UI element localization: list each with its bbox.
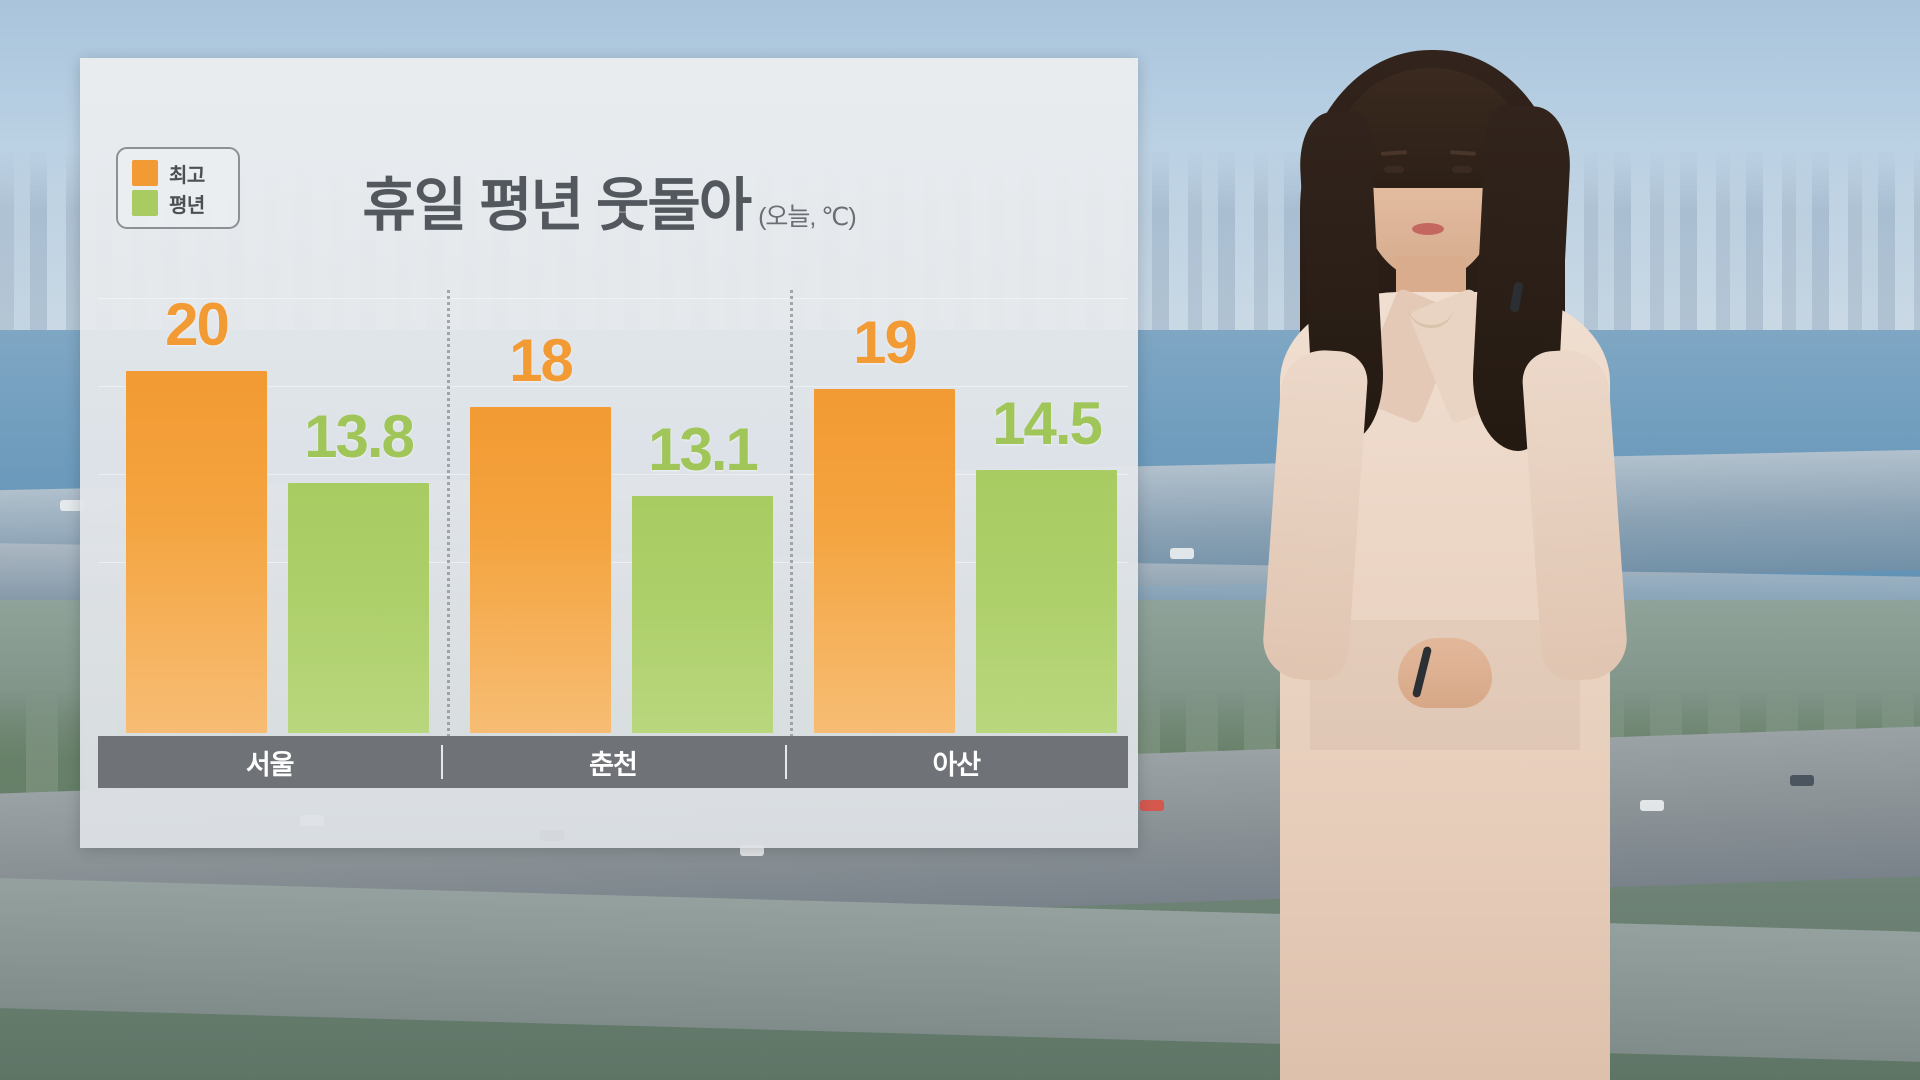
chart-subtitle: (오늘, ℃) bbox=[758, 203, 857, 231]
gridline bbox=[98, 562, 1128, 563]
bar-max-asan bbox=[814, 389, 955, 733]
chart-legend: 최고 평년 bbox=[116, 147, 240, 229]
legend-label-max: 최고 bbox=[169, 164, 205, 187]
bar-value-max-chuncheon: 18 bbox=[509, 327, 574, 394]
bar-max-seoul bbox=[126, 371, 267, 733]
chart-plot-area: 20 13.8 18 13.1 19 14.5 bbox=[98, 238, 1128, 785]
news-anchor bbox=[1160, 20, 1720, 1080]
vehicle bbox=[1140, 800, 1164, 811]
anchor-hands bbox=[1398, 638, 1492, 708]
bar-normal-chuncheon bbox=[632, 496, 773, 733]
bar-max-chuncheon bbox=[470, 407, 611, 733]
legend-swatch-max bbox=[132, 160, 158, 186]
anchor-eye bbox=[1384, 166, 1404, 173]
group-separator bbox=[790, 290, 793, 785]
legend-label-normal: 평년 bbox=[169, 194, 205, 217]
anchor-eye bbox=[1452, 166, 1472, 173]
bar-value-normal-asan: 14.5 bbox=[992, 390, 1103, 457]
axis-label-asan: 아산 bbox=[784, 736, 1128, 788]
legend-swatch-normal bbox=[132, 190, 158, 216]
legend-item-max: 최고 bbox=[132, 158, 238, 188]
bar-normal-asan bbox=[976, 470, 1117, 733]
vehicle bbox=[1640, 800, 1664, 811]
gridline bbox=[98, 474, 1128, 475]
vehicle bbox=[740, 845, 764, 856]
axis-label-chuncheon: 춘천 bbox=[441, 736, 784, 788]
chart-title-block: 휴일 평년 웃돌아 (오늘, ℃) bbox=[80, 158, 1138, 242]
legend-item-normal: 평년 bbox=[132, 188, 238, 218]
anchor-necklace bbox=[1408, 306, 1454, 328]
vehicle bbox=[1790, 775, 1814, 786]
chart-axis-band: 서울 춘천 아산 bbox=[98, 736, 1128, 788]
gridline bbox=[98, 298, 1128, 299]
weather-graphic-panel: 최고 평년 휴일 평년 웃돌아 (오늘, ℃) 20 13.8 bbox=[80, 58, 1138, 848]
bar-value-max-asan: 19 bbox=[853, 309, 918, 376]
vehicle bbox=[1170, 548, 1194, 559]
bar-value-max-seoul: 20 bbox=[165, 291, 230, 358]
chart-title: 휴일 평년 웃돌아 bbox=[362, 173, 752, 238]
group-separator bbox=[447, 290, 450, 785]
gridline bbox=[98, 386, 1128, 387]
axis-label-seoul: 서울 bbox=[245, 749, 295, 780]
bar-value-normal-chuncheon: 13.1 bbox=[648, 416, 759, 483]
bar-value-normal-seoul: 13.8 bbox=[304, 403, 415, 470]
bar-normal-seoul bbox=[288, 483, 429, 733]
anchor-mouth bbox=[1412, 223, 1444, 235]
vehicle bbox=[60, 500, 84, 511]
